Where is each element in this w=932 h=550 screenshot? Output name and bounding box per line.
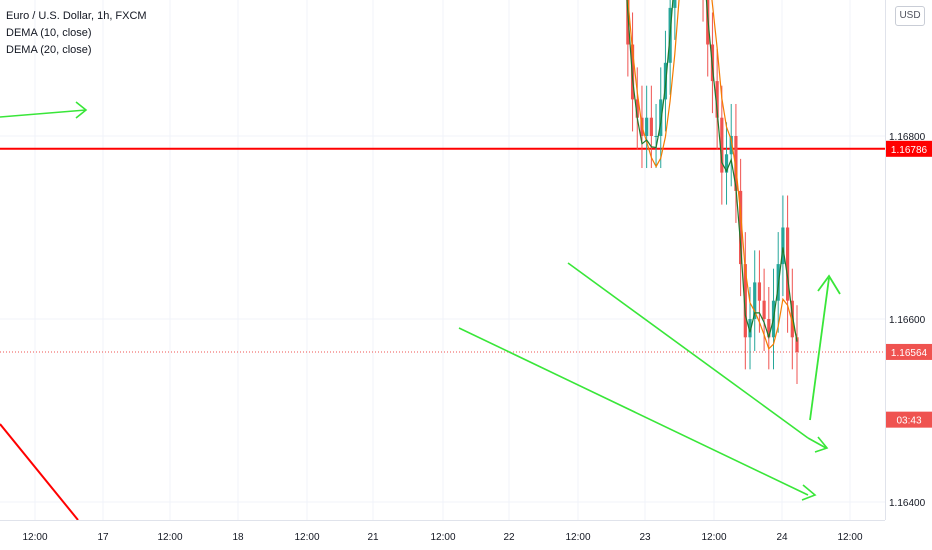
- candle-body: [739, 190, 743, 265]
- time-tick-label: 12:00: [294, 532, 319, 543]
- time-tick-label: 22: [503, 532, 515, 543]
- candle: [790, 268, 794, 370]
- candle: [635, 67, 639, 150]
- time-tick-label: 12:00: [701, 532, 726, 543]
- candle: [743, 232, 747, 370]
- candle-body: [649, 117, 653, 136]
- candle-body: [626, 0, 630, 45]
- candle-body: [720, 117, 724, 173]
- candle-body: [795, 337, 799, 352]
- dema-20-legend: DEMA (20, close): [6, 44, 92, 56]
- breakout-arrow-lower-head: [801, 484, 817, 501]
- time-tick-label: 12:00: [837, 532, 862, 543]
- user-drawings[interactable]: [0, 101, 841, 521]
- chart-grid: [0, 0, 885, 520]
- candle: [626, 0, 630, 77]
- left-arrow-line[interactable]: [0, 109, 87, 118]
- price-label-text: 1.16786: [891, 145, 928, 156]
- candle: [739, 158, 743, 297]
- candle: [702, 0, 704, 22]
- price-label-bg: [886, 343, 932, 360]
- candle-body: [654, 136, 658, 137]
- candle: [762, 268, 766, 352]
- candle: [795, 305, 799, 384]
- symbol-title: Euro / U.S. Dollar, 1h, FXCM: [6, 10, 147, 22]
- time-tick-label: 12:00: [22, 532, 47, 543]
- time-tick-label: 12:00: [430, 532, 455, 543]
- dema-10-line: [626, 0, 798, 342]
- price-label: 1.16786: [886, 140, 932, 157]
- time-tick-label: 12:00: [157, 532, 182, 543]
- candle-body: [635, 99, 639, 118]
- time-tick-label: 17: [97, 532, 109, 543]
- target-arrow-line[interactable]: [809, 277, 830, 421]
- time-tick-label: 24: [776, 532, 788, 543]
- candle-body: [715, 81, 719, 118]
- time-tick-label: 21: [367, 532, 379, 543]
- time-tick-label: 12:00: [565, 532, 590, 543]
- candle: [786, 195, 790, 333]
- price-label-text: 1.16564: [891, 348, 928, 359]
- candle: [757, 250, 762, 333]
- chart-legend: Euro / U.S. Dollar, 1h, FXCM DEMA (10, c…: [6, 8, 147, 59]
- target-arrow-head: [817, 274, 841, 295]
- price-tick-label: 1.16400: [889, 498, 926, 509]
- candle: [753, 250, 757, 352]
- candle: [724, 122, 729, 205]
- candle: [767, 286, 771, 370]
- time-tick-label: 23: [639, 532, 651, 543]
- currency-button[interactable]: USD: [895, 6, 925, 26]
- dema-20-line: [627, 0, 798, 350]
- price-tick-label: 1.16600: [889, 315, 926, 326]
- candle-body: [734, 136, 738, 191]
- price-label: 1.16564: [886, 343, 932, 360]
- price-axis[interactable]: 1.188001.186001.184001.182001.180001.178…: [889, 0, 926, 509]
- price-tick-label: 1.16800: [889, 132, 926, 143]
- dema-10-legend: DEMA (10, close): [6, 27, 92, 39]
- candle-body: [729, 136, 733, 155]
- candle: [645, 85, 649, 169]
- candle-body: [767, 319, 771, 338]
- candle-body: [645, 117, 649, 136]
- channel-upper-line[interactable]: [567, 262, 809, 439]
- breakout-arrow-upper-head: [814, 436, 829, 453]
- candle-body: [786, 227, 790, 301]
- channel-lower-line[interactable]: [458, 327, 809, 496]
- price-label-bg: [886, 140, 932, 157]
- candle: [673, 0, 677, 40]
- left-arrow-head: [75, 101, 88, 119]
- candle-body: [757, 282, 762, 301]
- candle: [734, 103, 738, 223]
- candle: [781, 195, 785, 297]
- price-label-text: 03:43: [896, 416, 921, 427]
- candle-body: [724, 154, 729, 173]
- breakout-arrow-upper[interactable]: [807, 437, 827, 449]
- candle-body: [743, 264, 747, 338]
- candle: [720, 85, 724, 205]
- candle-body: [781, 227, 785, 265]
- candle: [654, 103, 658, 169]
- price-label: 03:43: [886, 411, 932, 428]
- time-tick-label: 18: [232, 532, 244, 543]
- candle-body: [659, 99, 663, 136]
- candle-body: [790, 300, 794, 338]
- candle-body: [673, 0, 677, 8]
- candle-body: [748, 319, 752, 338]
- red-trend-line[interactable]: [0, 423, 79, 521]
- candle: [659, 67, 663, 169]
- price-label-bg: [886, 411, 932, 428]
- candle-body: [753, 282, 757, 319]
- candle: [715, 49, 719, 150]
- candle: [649, 85, 653, 169]
- candle: [729, 103, 733, 187]
- candle-body: [762, 300, 766, 319]
- time-axis[interactable]: 12:00 17 12:00 18 12:00 21 12:00 22 12:00 23 12:00…: [22, 532, 862, 543]
